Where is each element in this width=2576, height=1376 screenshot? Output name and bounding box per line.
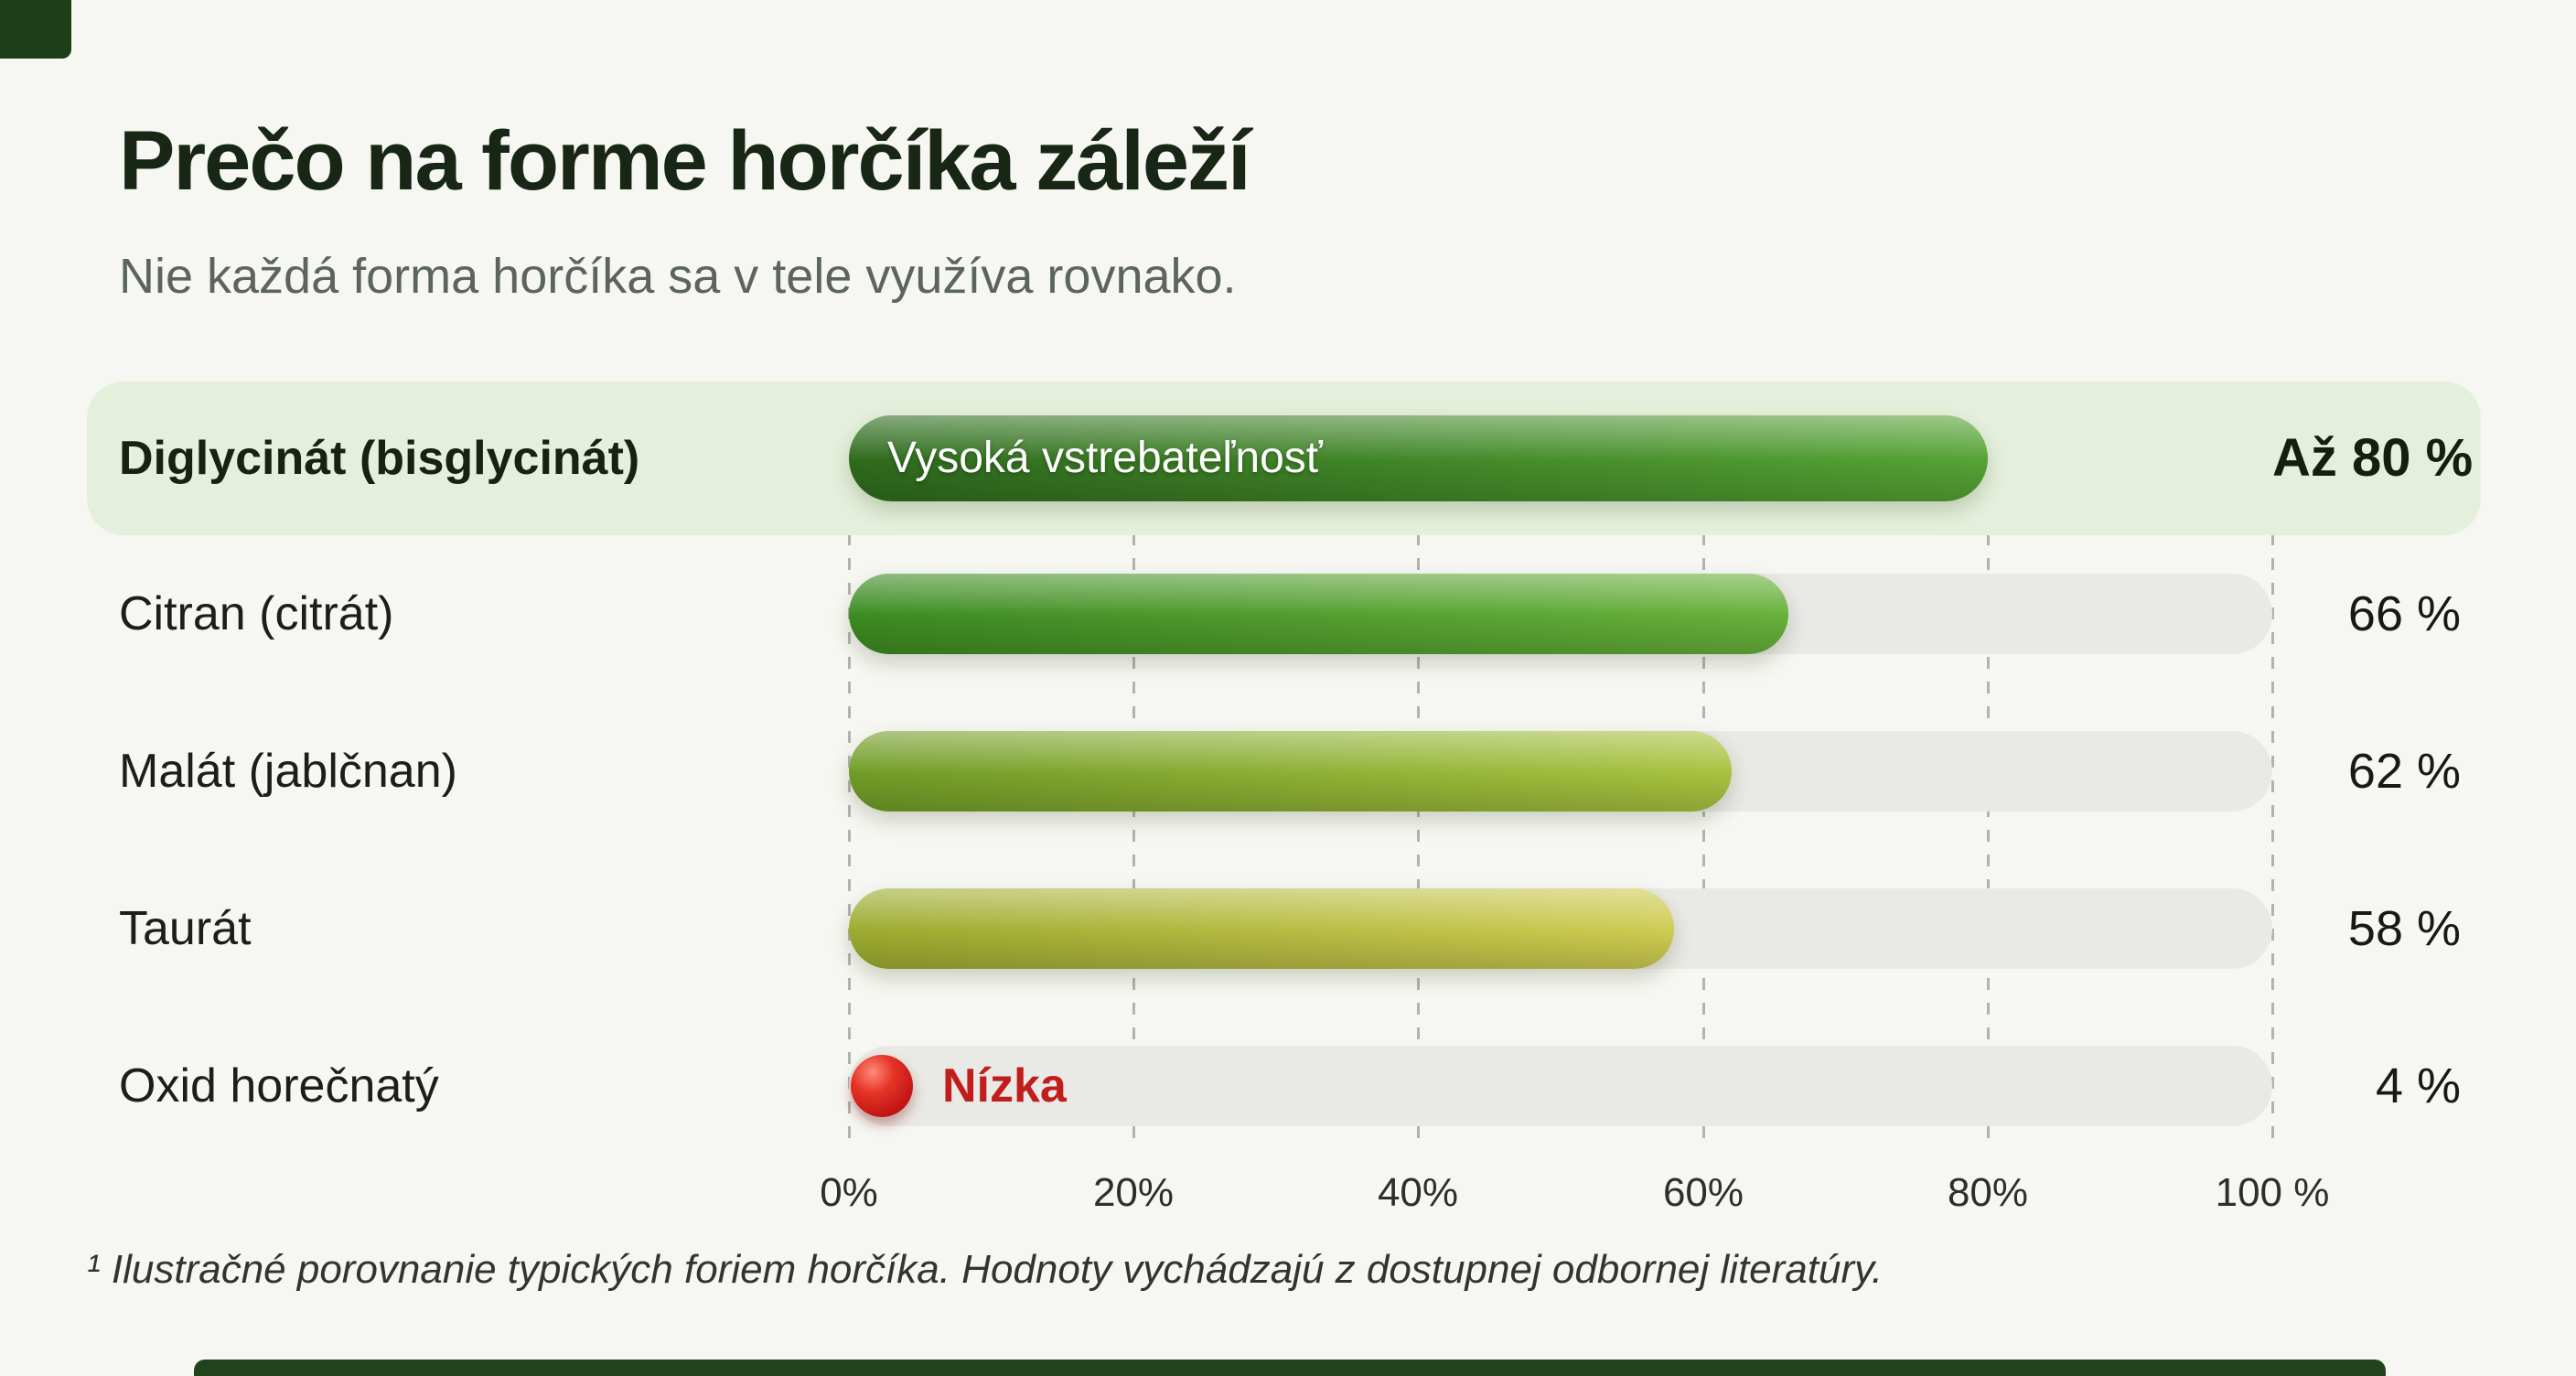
x-tick-40: 40%	[1377, 1169, 1459, 1215]
row-value: 62 %	[2347, 743, 2461, 799]
bar-annotation: Vysoká vstrebateľnosť	[887, 434, 1323, 483]
gridline-40	[1417, 532, 1421, 1147]
chart-row-oxid: Oxid horečnatý Nízka 4 %	[87, 1007, 2481, 1165]
page-title: Prečo na forme horčíka záleží	[119, 114, 1251, 208]
row-value: 58 %	[2347, 900, 2461, 956]
row-value: 4 %	[2375, 1058, 2461, 1113]
gridline-60	[1701, 532, 1705, 1147]
row-value: Až 80 %	[2272, 428, 2474, 489]
bar-fill: Vysoká vstrebateľnosť	[849, 414, 1988, 501]
bar-fill	[849, 573, 1788, 654]
bar-cell: Vysoká vstrebateľnosť	[849, 414, 2272, 501]
page-subtitle: Nie každá forma horčíka sa v tele využív…	[119, 248, 1237, 304]
row-label: Citran (citrát)	[119, 586, 394, 640]
gridline-80	[1986, 532, 1990, 1147]
chart-row-taurat: Taurát 58 %	[87, 850, 2481, 1007]
x-axis: 0% 20% 40% 60% 80% 100 %	[87, 1170, 2481, 1221]
row-label: Oxid horečnatý	[119, 1059, 439, 1113]
chart-row-citrat: Citran (citrát) 66 %	[87, 535, 2481, 693]
row-label: Malát (jablčnan)	[119, 744, 457, 798]
gridline-0	[848, 532, 851, 1147]
logo-mark	[0, 0, 71, 59]
bar-cell: Nízka	[849, 1045, 2272, 1126]
gridline-20	[1132, 532, 1136, 1147]
footnote: ¹ Ilustračné porovnanie typických foriem…	[87, 1246, 1884, 1292]
low-value-label: Nízka	[942, 1059, 1067, 1113]
bar-track	[849, 1045, 2272, 1126]
x-tick-80: 80%	[1947, 1169, 2029, 1215]
bottom-accent-strip	[194, 1360, 2386, 1376]
x-tick-20: 20%	[1092, 1169, 1175, 1215]
gridline-100	[2271, 532, 2274, 1147]
x-tick-60: 60%	[1662, 1169, 1744, 1215]
bar-cell	[849, 573, 2272, 654]
row-label: Diglycinát (bisglycinát)	[119, 431, 640, 485]
low-value-dot-icon	[851, 1054, 913, 1117]
bar-fill	[849, 887, 1675, 969]
bar-fill	[849, 730, 1732, 812]
chart-row-malat: Malát (jablčnan) 62 %	[87, 693, 2481, 850]
chart-row-diglycinat: Diglycinát (bisglycinát) Vysoká vstrebat…	[87, 381, 2481, 535]
bar-chart: Diglycinát (bisglycinát) Vysoká vstrebat…	[87, 381, 2481, 1221]
bar-cell	[849, 887, 2272, 969]
x-tick-100: 100 %	[2215, 1169, 2330, 1215]
gridlines	[848, 532, 2274, 1147]
x-tick-0: 0%	[820, 1169, 878, 1215]
infographic: Prečo na forme horčíka záleží Nie každá …	[87, 114, 2481, 1292]
bar-cell	[849, 730, 2272, 812]
row-value: 66 %	[2347, 586, 2461, 641]
row-label: Taurát	[119, 901, 252, 955]
